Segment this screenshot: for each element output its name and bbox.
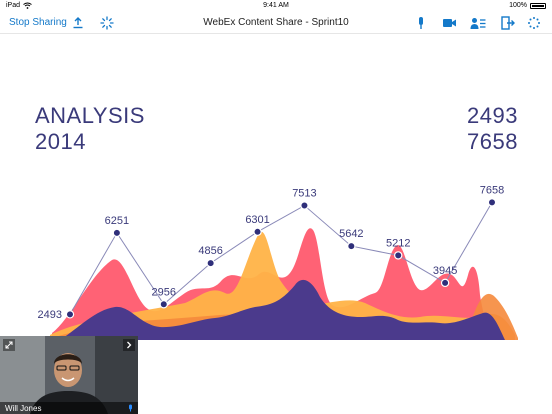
- data-label: 4856: [198, 245, 222, 257]
- toolbar: Stop Sharing WebEx Content Share - Sprin…: [0, 12, 552, 34]
- slide-number-top: 2493: [467, 103, 518, 128]
- microphone-icon[interactable]: [413, 15, 429, 31]
- chart-markers: [65, 198, 497, 319]
- expand-icon[interactable]: [3, 339, 15, 351]
- slide-year: 2014: [35, 129, 86, 154]
- share-upload-icon[interactable]: [70, 15, 86, 31]
- chevron-right-icon[interactable]: [123, 339, 135, 351]
- data-label: 3945: [433, 265, 457, 277]
- data-point: [253, 227, 262, 237]
- audio-active-icon: [129, 404, 132, 412]
- video-thumbnail[interactable]: Will Jones: [0, 336, 138, 414]
- stop-sharing-button[interactable]: Stop Sharing: [9, 17, 67, 28]
- loading-icon: [99, 15, 115, 31]
- data-point: [112, 228, 122, 238]
- battery-icon: [530, 2, 546, 9]
- data-point: [347, 241, 356, 251]
- data-label: 7513: [292, 188, 316, 200]
- data-point: [440, 278, 450, 288]
- participant-name: Will Jones: [0, 402, 138, 414]
- data-point: [300, 201, 309, 210]
- data-label: 7658: [480, 184, 504, 196]
- analysis-chart: 2493 6251 2956 4856 6301 7513 5642 5212 3945 7658: [38, 184, 518, 340]
- participants-icon[interactable]: [470, 15, 486, 31]
- data-label: 2956: [152, 286, 176, 298]
- slide-number-bottom: 7658: [467, 129, 518, 154]
- status-time: 9:41 AM: [263, 2, 289, 9]
- toolbar-title: WebEx Content Share - Sprint10: [203, 17, 349, 28]
- more-icon[interactable]: [526, 15, 542, 31]
- chart-series-line: [69, 202, 493, 315]
- video-camera-icon[interactable]: [441, 15, 457, 31]
- data-label: 2493: [38, 309, 62, 321]
- data-point: [206, 258, 215, 268]
- data-label: 5642: [339, 228, 363, 240]
- data-label: 5212: [386, 237, 410, 249]
- data-label: 6251: [105, 215, 129, 227]
- leave-icon[interactable]: [500, 15, 516, 31]
- data-point: [487, 198, 497, 207]
- data-label: 6301: [245, 214, 269, 226]
- status-bar: iPad 9:41 AM 100%: [0, 0, 552, 12]
- series-line: [69, 202, 493, 315]
- data-point: [159, 300, 168, 309]
- device-label: iPad: [6, 2, 21, 9]
- area-purple: [60, 279, 505, 340]
- battery-percent: 100%: [509, 2, 527, 9]
- slide-title: ANALYSIS: [35, 103, 145, 128]
- participant-name-label: Will Jones: [5, 404, 42, 413]
- area-orange: [50, 231, 515, 340]
- data-point: [394, 251, 403, 260]
- chart-data-labels: 2493 6251 2956 4856 6301 7513 5642 5212 3945 7658: [38, 184, 505, 320]
- participant-video-feed: [0, 336, 138, 414]
- wifi-icon: [23, 2, 32, 9]
- chart-background-areas: [50, 228, 518, 340]
- data-point: [65, 310, 75, 319]
